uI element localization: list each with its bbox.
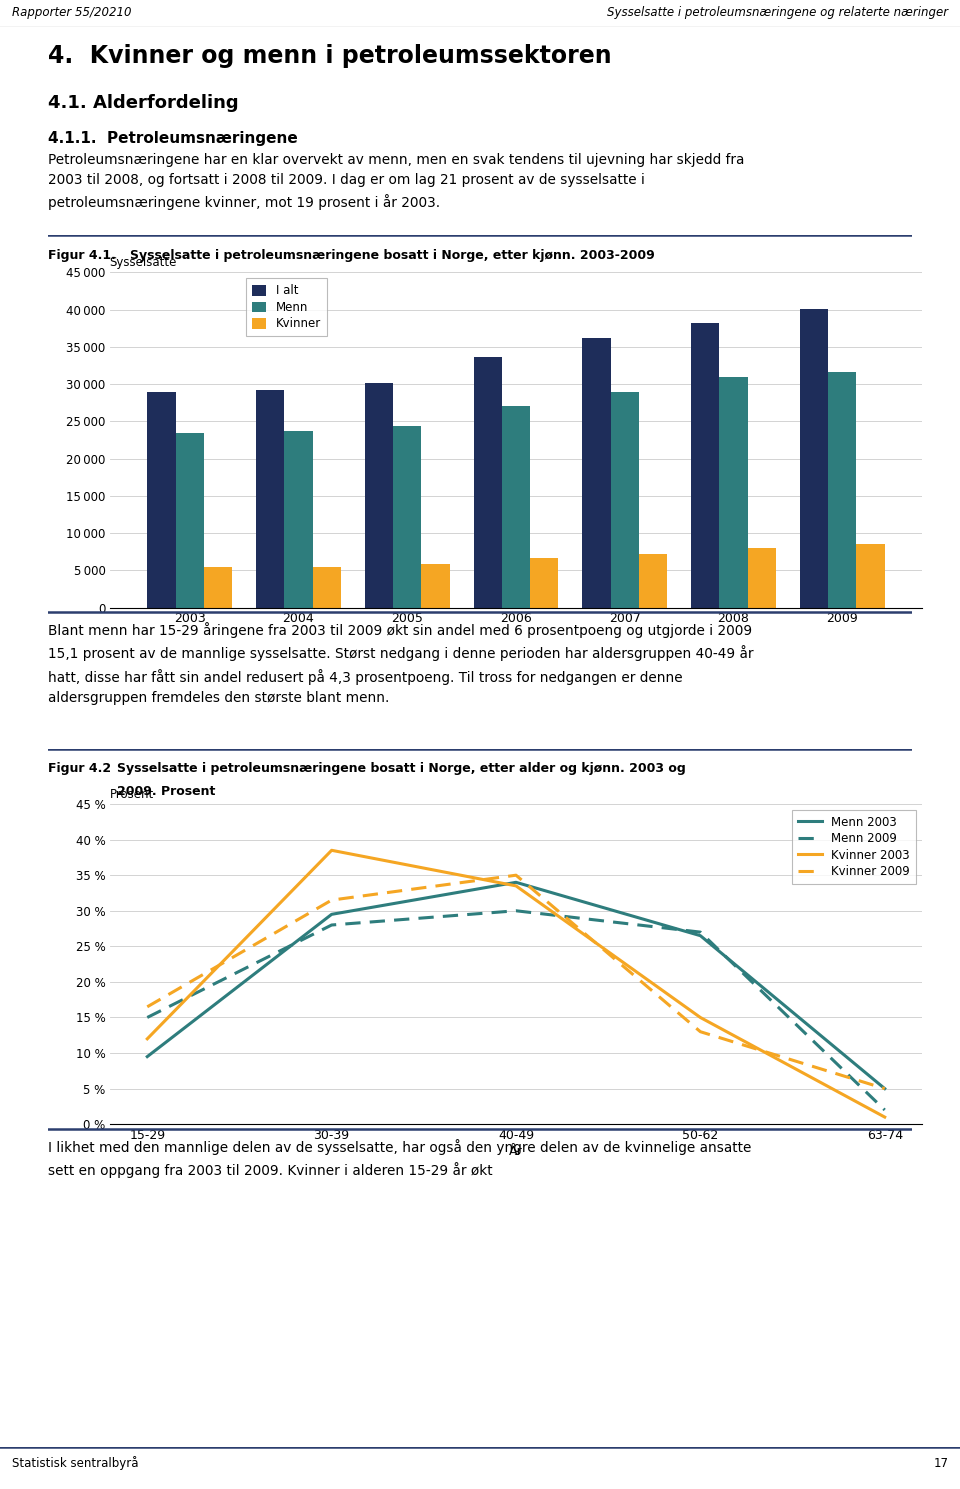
Bar xyxy=(176,432,204,608)
Legend: I alt, Menn, Kvinner: I alt, Menn, Kvinner xyxy=(246,278,326,337)
Bar xyxy=(256,390,284,608)
Menn 2003 xyxy=(511,874,522,892)
Kvinner 2003 xyxy=(325,841,337,859)
Menn 2003 xyxy=(695,926,707,944)
Line: Kvinner 2009: Kvinner 2009 xyxy=(147,876,885,1088)
Text: Sysselsatte i petroleumsnæringene og relaterte næringer: Sysselsatte i petroleumsnæringene og rel… xyxy=(608,6,948,18)
Text: Prosent: Prosent xyxy=(109,788,154,801)
Text: 17: 17 xyxy=(933,1456,948,1470)
Text: 2009. Prosent: 2009. Prosent xyxy=(117,785,215,798)
Bar xyxy=(800,308,828,608)
Menn 2009 xyxy=(141,1008,153,1026)
Bar xyxy=(393,426,421,608)
Text: Figur 4.2: Figur 4.2 xyxy=(48,762,111,776)
Bar xyxy=(719,377,748,608)
Bar xyxy=(204,567,232,608)
Text: I likhet med den mannlige delen av de sysselsatte, har også den yngre delen av d: I likhet med den mannlige delen av de sy… xyxy=(48,1139,752,1178)
Menn 2009 xyxy=(879,1100,891,1118)
Bar xyxy=(473,357,502,608)
Menn 2003 xyxy=(141,1048,153,1066)
Text: Sysselsatte i petroleumsnæringene bosatt i Norge, etter kjønn. 2003-2009: Sysselsatte i petroleumsnæringene bosatt… xyxy=(131,249,655,262)
Text: Blant menn har 15-29 åringene fra 2003 til 2009 økt sin andel med 6 prosentpoeng: Blant menn har 15-29 åringene fra 2003 t… xyxy=(48,622,754,704)
Kvinner 2003 xyxy=(511,877,522,895)
Bar xyxy=(147,392,176,608)
Bar xyxy=(502,406,530,608)
Menn 2003 xyxy=(879,1080,891,1097)
X-axis label: År: År xyxy=(509,1145,523,1158)
Bar xyxy=(421,564,449,608)
Text: 4.1.1.  Petroleumsnæringene: 4.1.1. Petroleumsnæringene xyxy=(48,131,298,146)
Bar xyxy=(611,392,639,608)
Kvinner 2003 xyxy=(141,1030,153,1048)
Kvinner 2009 xyxy=(141,998,153,1015)
Kvinner 2009 xyxy=(325,890,337,908)
Kvinner 2009 xyxy=(879,1080,891,1097)
Text: Sysselsatte i petroleumsnæringene bosatt i Norge, etter alder og kjønn. 2003 og: Sysselsatte i petroleumsnæringene bosatt… xyxy=(117,762,685,776)
Menn 2009 xyxy=(511,902,522,920)
Kvinner 2003 xyxy=(695,1008,707,1026)
Bar xyxy=(365,383,393,608)
Line: Menn 2009: Menn 2009 xyxy=(147,911,885,1109)
Kvinner 2003 xyxy=(879,1108,891,1126)
Text: Rapporter 55/20210: Rapporter 55/20210 xyxy=(12,6,131,18)
Kvinner 2009 xyxy=(511,867,522,884)
Bar xyxy=(691,323,719,608)
Text: Figur 4.1.: Figur 4.1. xyxy=(48,249,116,262)
Text: Sysselsatte: Sysselsatte xyxy=(109,256,177,270)
Text: 4.1. Alderfordeling: 4.1. Alderfordeling xyxy=(48,94,239,113)
Text: Statistisk sentralbyrå: Statistisk sentralbyrå xyxy=(12,1456,138,1470)
Bar xyxy=(530,558,559,608)
Menn 2009 xyxy=(695,923,707,941)
Menn 2009 xyxy=(325,916,337,934)
Text: Petroleumsnæringene har en klar overvekt av menn, men en svak tendens til ujevni: Petroleumsnæringene har en klar overvekt… xyxy=(48,153,744,210)
Bar xyxy=(583,338,611,608)
Bar xyxy=(748,548,776,608)
Line: Menn 2003: Menn 2003 xyxy=(147,883,885,1088)
Menn 2003 xyxy=(325,905,337,923)
Line: Kvinner 2003: Kvinner 2003 xyxy=(147,850,885,1117)
Bar xyxy=(828,371,856,608)
Kvinner 2009 xyxy=(695,1023,707,1041)
Bar xyxy=(639,554,667,608)
Bar xyxy=(313,567,341,608)
Bar xyxy=(284,432,313,608)
Bar xyxy=(856,545,885,608)
Legend: Menn 2003, Menn 2009, Kvinner 2003, Kvinner 2009: Menn 2003, Menn 2009, Kvinner 2003, Kvin… xyxy=(792,810,916,884)
Text: 4.  Kvinner og menn i petroleumssektoren: 4. Kvinner og menn i petroleumssektoren xyxy=(48,43,612,68)
